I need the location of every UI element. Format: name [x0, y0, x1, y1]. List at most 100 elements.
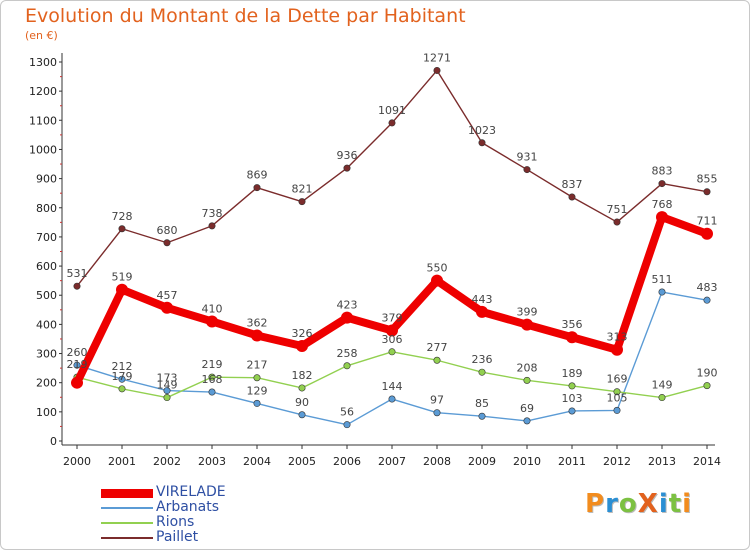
data-point-arbanats: [433, 409, 441, 417]
data-point-virelade: [611, 343, 623, 356]
y-tick-label: 1300: [29, 56, 57, 69]
data-label-virelade: 768: [652, 198, 673, 211]
data-point-virelade: [701, 227, 713, 240]
data-label-rions: 219: [202, 358, 223, 371]
y-tick-label: 500: [36, 289, 57, 302]
proxiti-logo: ProXiti: [585, 489, 693, 519]
data-point-rions: [703, 382, 711, 390]
data-point-virelade: [116, 283, 128, 296]
data-point-paillet: [703, 188, 711, 196]
x-tick-label: 2009: [468, 455, 496, 468]
data-label-paillet: 531: [67, 267, 88, 280]
data-point-paillet: [118, 225, 126, 233]
data-point-rions: [613, 388, 621, 396]
y-tick-label: 600: [36, 260, 57, 273]
data-label-arbanats: 511: [652, 273, 673, 286]
series-line-paillet: [76, 69, 708, 287]
data-point-arbanats: [73, 361, 81, 369]
data-label-rions: 306: [382, 333, 403, 346]
data-point-virelade: [476, 305, 488, 318]
x-tick-label: 2008: [423, 455, 451, 468]
legend-label: VIRELADE: [156, 484, 226, 500]
data-label-paillet: 1271: [423, 51, 451, 64]
chart-title: Evolution du Montant de la Dette par Hab…: [25, 5, 466, 27]
data-label-arbanats: 103: [562, 392, 583, 405]
data-point-arbanats: [478, 412, 486, 420]
legend-label: Arbanats: [156, 499, 220, 515]
data-label-virelade: 379: [382, 312, 403, 325]
data-point-arbanats: [613, 406, 621, 414]
data-label-rions: 149: [652, 379, 673, 392]
data-label-paillet: 738: [202, 207, 223, 220]
chart-subtitle: (en €): [25, 29, 58, 42]
data-label-virelade: 362: [247, 316, 268, 329]
data-label-arbanats: 56: [340, 406, 354, 419]
data-point-virelade: [431, 274, 443, 287]
data-point-virelade: [386, 324, 398, 337]
data-label-rions: 169: [607, 373, 628, 386]
data-label-virelade: 457: [157, 289, 178, 302]
data-label-arbanats: 260: [67, 346, 88, 359]
y-tick-label: 300: [36, 348, 57, 361]
data-label-paillet: 1091: [378, 104, 406, 117]
x-tick-label: 2007: [378, 455, 406, 468]
y-tick-label: 1100: [29, 114, 57, 127]
data-label-rions: 277: [427, 341, 448, 354]
data-point-rions: [208, 373, 216, 381]
data-label-virelade: 410: [202, 302, 223, 315]
data-point-virelade: [656, 211, 668, 224]
data-label-arbanats: 168: [202, 373, 223, 386]
data-point-paillet: [73, 282, 81, 290]
data-point-paillet: [208, 222, 216, 230]
data-label-paillet: 883: [652, 165, 673, 178]
y-tick-label: 0: [50, 435, 57, 448]
data-label-paillet: 931: [517, 151, 538, 164]
data-label-arbanats: 85: [475, 397, 489, 410]
data-point-paillet: [343, 164, 351, 172]
data-point-rions: [343, 362, 351, 370]
data-label-arbanats: 105: [607, 391, 628, 404]
x-tick-label: 2011: [558, 455, 586, 468]
data-point-virelade: [341, 311, 353, 324]
x-tick-label: 2001: [108, 455, 136, 468]
data-label-rions: 208: [517, 361, 538, 374]
data-label-virelade: 356: [562, 318, 583, 331]
x-tick-label: 2006: [333, 455, 361, 468]
data-label-rions: 149: [157, 379, 178, 392]
data-label-arbanats: 173: [157, 372, 178, 385]
data-point-paillet: [298, 198, 306, 206]
data-point-rions: [433, 356, 441, 364]
data-point-rions: [163, 394, 171, 402]
data-point-paillet: [253, 184, 261, 192]
x-tick-label: 2004: [243, 455, 271, 468]
data-point-virelade: [521, 318, 533, 331]
x-tick-label: 2012: [603, 455, 631, 468]
data-label-virelade: 443: [472, 293, 493, 306]
data-label-rions: 219: [67, 358, 88, 371]
data-label-virelade: 550: [427, 262, 448, 275]
x-tick-label: 2003: [198, 455, 226, 468]
data-point-arbanats: [253, 399, 261, 407]
data-point-virelade: [251, 329, 263, 342]
y-tick-label: 700: [36, 231, 57, 244]
data-label-rions: 182: [292, 369, 313, 382]
x-tick-label: 2002: [153, 455, 181, 468]
data-point-rions: [298, 384, 306, 392]
data-point-rions: [253, 374, 261, 382]
data-label-paillet: 837: [562, 178, 583, 191]
legend-label: Rions: [156, 514, 195, 530]
data-point-virelade: [566, 331, 578, 344]
data-label-paillet: 821: [292, 183, 313, 196]
legend-swatch: [101, 488, 153, 498]
data-point-arbanats: [298, 411, 306, 419]
data-label-arbanats: 483: [697, 281, 718, 294]
data-label-arbanats: 129: [247, 384, 268, 397]
data-point-arbanats: [343, 421, 351, 429]
data-point-virelade: [206, 315, 218, 328]
data-label-virelade: 313: [607, 331, 628, 344]
data-label-virelade: 423: [337, 299, 358, 312]
data-label-arbanats: 97: [430, 394, 444, 407]
x-tick-label: 2010: [513, 455, 541, 468]
